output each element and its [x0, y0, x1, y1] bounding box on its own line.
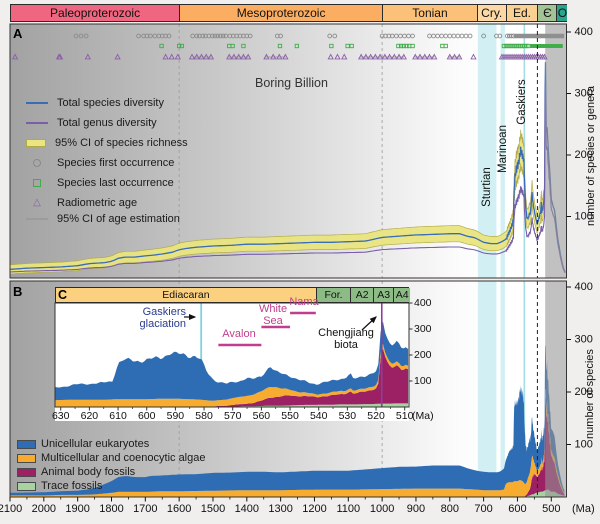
- inset-timescale-strip: Ediacaran For. A2 A3 A4: [55, 287, 410, 303]
- svg-text:1400: 1400: [235, 503, 259, 515]
- marinoan-label: Marinoan: [497, 125, 509, 173]
- algae-box-marker: [17, 453, 36, 463]
- svg-text:400: 400: [575, 26, 593, 38]
- animal-fossils-box-marker: [17, 467, 36, 477]
- timescale-period-cry: Cry.: [477, 5, 507, 21]
- svg-text:100: 100: [575, 211, 593, 223]
- trace-fossils-box-marker: [17, 481, 36, 491]
- chengjiang-biota-annotation: Chengjiang biota: [318, 327, 374, 351]
- svg-text:900: 900: [407, 503, 425, 515]
- svg-text:400: 400: [414, 297, 432, 309]
- svg-text:560: 560: [253, 410, 271, 422]
- svg-text:100: 100: [575, 439, 593, 451]
- timescale-period-mesoproterozoic: Mesoproterozoic: [180, 5, 384, 21]
- timescale-period-paleoproterozoic: Paleoproterozoic: [11, 5, 181, 21]
- legend-a-label-6: 95% CI of age estimation: [57, 213, 180, 225]
- svg-text:1900: 1900: [65, 503, 89, 515]
- legend-a-label-2: 95% CI of species richness: [55, 137, 188, 149]
- svg-text:580: 580: [195, 410, 213, 422]
- svg-text:200: 200: [414, 349, 432, 361]
- svg-text:600: 600: [508, 503, 526, 515]
- panel-b-label: B: [13, 284, 23, 299]
- svg-text:100: 100: [414, 375, 432, 387]
- svg-text:2100: 2100: [0, 503, 22, 515]
- species-diversity-line-marker: [26, 102, 48, 105]
- svg-text:550: 550: [281, 410, 299, 422]
- svg-text:620: 620: [81, 410, 99, 422]
- legend-a-label-5: Radiometric age: [57, 197, 138, 209]
- svg-text:500: 500: [542, 503, 560, 515]
- legend-b-label-1: Multicellular and coenocytic algae: [41, 452, 206, 464]
- timescale-period-: Є: [538, 5, 558, 21]
- svg-text:(Ma): (Ma): [572, 503, 595, 515]
- svg-text:510: 510: [396, 410, 414, 422]
- panel-a-axis-title: number of species or genera: [585, 85, 597, 226]
- svg-text:570: 570: [224, 410, 242, 422]
- svg-text:1300: 1300: [268, 503, 292, 515]
- last-occurrence-square-marker: [33, 179, 41, 188]
- genus-diversity-line-marker: [26, 122, 48, 125]
- svg-text:1800: 1800: [99, 503, 123, 515]
- svg-text:630: 630: [52, 410, 70, 422]
- ci-age-line-marker: [26, 218, 48, 221]
- timescale-period-tonian: Tonian: [383, 5, 478, 21]
- timescale-period-ediacaran: Ediacaran: [56, 288, 317, 302]
- svg-text:1700: 1700: [133, 503, 157, 515]
- panel-c-label: C: [58, 288, 68, 302]
- svg-text:1200: 1200: [302, 503, 326, 515]
- panel-a-label: A: [13, 26, 23, 41]
- legend-a-label-4: Species last occurrence: [57, 177, 174, 189]
- svg-text:1500: 1500: [201, 503, 225, 515]
- svg-text:2000: 2000: [32, 503, 56, 515]
- svg-text:800: 800: [441, 503, 459, 515]
- legend-a-label-1: Total genus diversity: [57, 117, 157, 129]
- unicellular-box-marker: [17, 439, 36, 449]
- legend-b-label-0: Unicellular eukaryotes: [41, 438, 150, 450]
- timescale-period-a3: A3: [374, 288, 395, 302]
- timescale-period-for: For.: [316, 288, 352, 302]
- svg-text:1000: 1000: [370, 503, 394, 515]
- svg-text:530: 530: [339, 410, 357, 422]
- svg-text:540: 540: [310, 410, 328, 422]
- panel-b-axis-title: number of species: [584, 349, 596, 439]
- svg-text:300: 300: [575, 88, 593, 100]
- ci-species-box-marker: [26, 139, 46, 148]
- svg-text:(Ma): (Ma): [412, 410, 434, 422]
- legend-b-label-3: Trace fossils: [41, 480, 103, 492]
- svg-text:200: 200: [575, 149, 593, 161]
- svg-text:590: 590: [167, 410, 185, 422]
- timescale-period-a2: A2: [351, 288, 375, 302]
- gaskiers-label: Gaskiers: [516, 79, 528, 125]
- timescale-period-a4: A4: [394, 288, 410, 302]
- svg-text:610: 610: [109, 410, 127, 422]
- sturtian-label: Sturtian: [481, 167, 493, 207]
- svg-text:400: 400: [575, 281, 593, 293]
- legend-a-label-3: Species first occurrence: [57, 157, 175, 169]
- svg-text:600: 600: [138, 410, 156, 422]
- legend-a-label-0: Total species diversity: [57, 97, 164, 109]
- svg-text:1100: 1100: [336, 503, 360, 515]
- gaskiers-glaciation-annotation: Gaskiers glaciation: [139, 306, 186, 330]
- geologic-timescale-strip: Paleoproterozoic Mesoproterozoic Tonian Cry…: [10, 4, 568, 22]
- svg-text:520: 520: [367, 410, 385, 422]
- avalon-annotation: Avalon: [222, 328, 256, 340]
- nama-annotation: Nama: [289, 296, 319, 308]
- radiometric-age-triangle-marker: △: [33, 197, 41, 209]
- timescale-period-ed: Ed.: [506, 5, 539, 21]
- svg-text:300: 300: [575, 334, 593, 346]
- boring-billion-label: Boring Billion: [255, 76, 328, 90]
- svg-text:1600: 1600: [167, 503, 191, 515]
- timescale-period-o: O: [557, 5, 568, 21]
- legend-b-label-2: Animal body fossils: [41, 466, 136, 478]
- first-occurrence-circle-marker: [33, 159, 41, 168]
- svg-text:200: 200: [575, 386, 593, 398]
- svg-text:700: 700: [474, 503, 492, 515]
- svg-text:300: 300: [414, 323, 432, 335]
- white-sea-annotation: White Sea: [258, 303, 288, 327]
